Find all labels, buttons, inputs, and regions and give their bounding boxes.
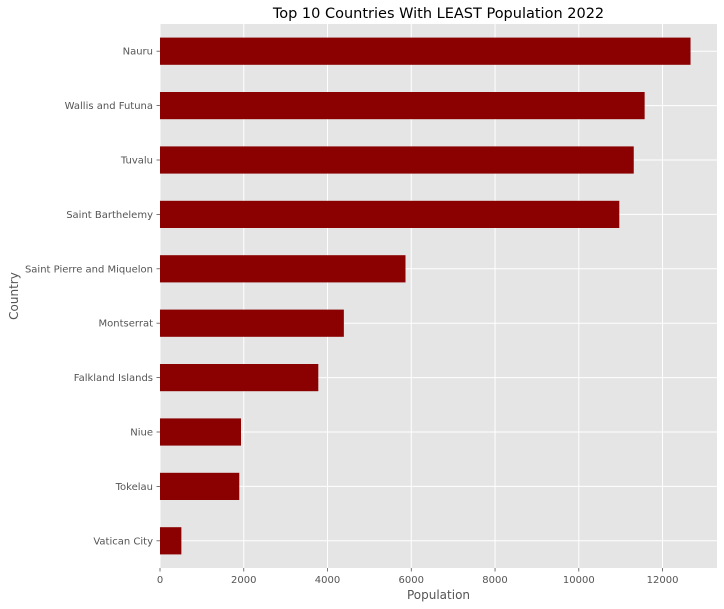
y-tick-label: Saint Pierre and Miquelon — [25, 264, 153, 275]
y-axis-ticks: Nauru Wallis and Futuna Tuvalu Saint Barthe… — [25, 47, 160, 547]
x-tick-label: 4000 — [315, 575, 340, 586]
bars — [160, 37, 691, 555]
y-axis-label: Country — [7, 272, 21, 320]
bar — [160, 92, 645, 120]
bar — [160, 255, 406, 283]
y-tick-label: Tuvalu — [120, 156, 153, 167]
y-tick-label: Wallis and Futuna — [65, 101, 153, 112]
bar — [160, 309, 344, 337]
bar — [160, 418, 241, 446]
bar — [160, 146, 634, 174]
y-tick-label: Falkland Islands — [74, 373, 153, 384]
x-axis-label: Population — [407, 588, 470, 602]
x-tick-label: 2000 — [231, 575, 256, 586]
y-tick-label: Nauru — [123, 47, 153, 58]
x-tick-label: 10000 — [563, 575, 595, 586]
y-tick-label: Tokelau — [115, 482, 153, 493]
y-tick-label: Niue — [130, 428, 153, 439]
x-tick-label: 6000 — [399, 575, 424, 586]
bar — [160, 527, 182, 555]
y-tick-label: Vatican City — [93, 536, 153, 547]
y-tick-label: Saint Barthelemy — [66, 210, 153, 221]
bar — [160, 200, 620, 228]
bar — [160, 37, 691, 65]
bar — [160, 364, 319, 392]
y-tick-label: Montserrat — [99, 319, 154, 330]
x-tick-label: 8000 — [482, 575, 507, 586]
chart-title: Top 10 Countries With LEAST Population 2… — [272, 6, 604, 22]
bar — [160, 472, 240, 500]
x-axis-ticks: 0 2000 4000 6000 8000 10000 12000 — [157, 568, 679, 586]
x-tick-label: 0 — [157, 575, 163, 586]
x-tick-label: 12000 — [647, 575, 679, 586]
